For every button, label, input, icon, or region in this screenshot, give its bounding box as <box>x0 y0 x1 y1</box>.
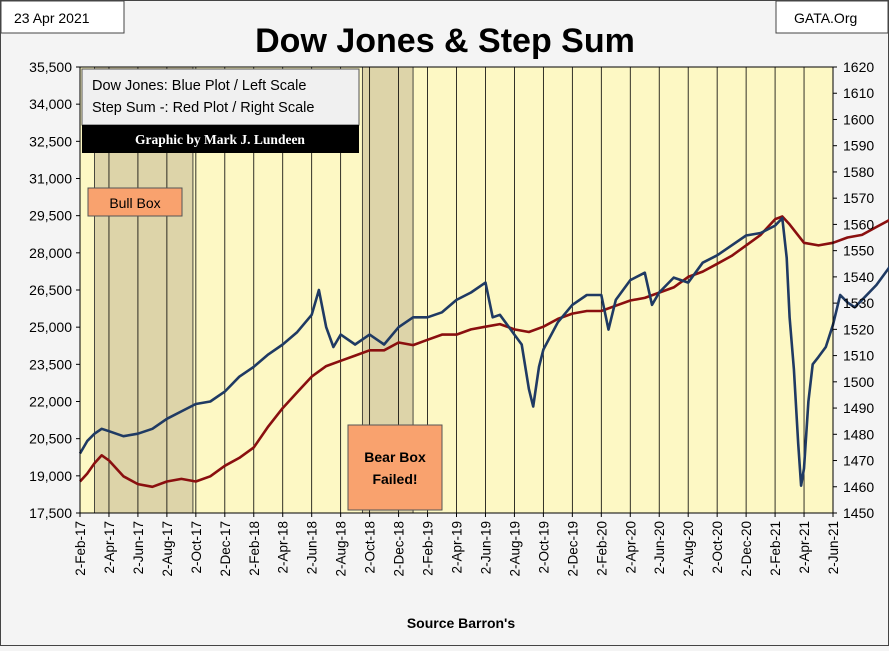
right-tick-label: 1490 <box>843 400 874 416</box>
right-tick-label: 1560 <box>843 216 874 232</box>
x-tick-label: 2-Apr-18 <box>276 521 291 574</box>
right-tick-label: 1520 <box>843 321 874 337</box>
left-tick-label: 31,000 <box>29 171 72 187</box>
x-tick-label: 2-Feb-21 <box>768 521 783 576</box>
right-tick-label: 1600 <box>843 111 874 127</box>
date-label: 23 Apr 2021 <box>14 10 90 26</box>
x-tick-label: 2-Aug-18 <box>334 521 349 577</box>
date-box <box>0 0 125 34</box>
x-tick-label: 2-Feb-18 <box>247 521 262 576</box>
x-axis: 2-Feb-17 2-Apr-17 2-Jun-17 2-Aug-17 2-Oct-17… <box>73 513 841 577</box>
right-axis: 1450 1460 1470 1480 1490 1500 1510 1520 1530 1540… <box>833 59 874 521</box>
x-tick-label: 2-Dec-20 <box>739 521 754 577</box>
x-tick-label: 2-Dec-18 <box>392 521 407 577</box>
x-tick-label: 2-Aug-20 <box>681 521 696 577</box>
x-tick-label: 2-Jun-18 <box>305 521 320 574</box>
right-tick-label: 1620 <box>843 59 874 75</box>
right-tick-label: 1550 <box>843 243 874 259</box>
legend-box <box>81 68 360 126</box>
right-tick-label: 1480 <box>843 426 874 442</box>
bear-box-label-line-1: Bear Box <box>364 449 426 465</box>
left-axis: 17,500 19,000 20,500 22,000 23,500 25,000 26,5… <box>29 59 80 521</box>
x-tick-label: 2-Jun-21 <box>826 521 841 574</box>
footer-source: Source Barron's <box>407 615 516 631</box>
left-tick-label: 32,500 <box>29 133 72 149</box>
x-tick-label: 2-Aug-19 <box>507 521 522 577</box>
x-tick-label: 2-Oct-19 <box>536 521 551 574</box>
x-tick-label: 2-Oct-20 <box>710 521 725 574</box>
left-tick-label: 28,000 <box>29 245 72 261</box>
x-tick-label: 2-Feb-19 <box>421 521 436 576</box>
source-site-box <box>775 0 889 34</box>
left-tick-label: 34,000 <box>29 96 72 112</box>
bear-box-label-box <box>347 424 443 511</box>
right-tick-label: 1500 <box>843 374 874 390</box>
right-tick-label: 1510 <box>843 348 874 364</box>
x-tick-label: 2-Feb-20 <box>594 521 609 576</box>
right-tick-label: 1570 <box>843 190 874 206</box>
x-tick-label: 2-Jun-20 <box>652 521 667 574</box>
left-tick-label: 29,500 <box>29 208 72 224</box>
left-tick-label: 26,500 <box>29 282 72 298</box>
right-tick-label: 1460 <box>843 479 874 495</box>
left-tick-label: 25,000 <box>29 319 72 335</box>
right-tick-label: 1580 <box>843 164 874 180</box>
bull-box-label: Bull Box <box>109 195 160 211</box>
x-tick-label: 2-Aug-17 <box>160 521 175 577</box>
x-tick-label: 2-Apr-20 <box>623 521 638 574</box>
right-tick-label: 1590 <box>843 138 874 154</box>
credit-box <box>82 125 359 153</box>
left-tick-label: 20,500 <box>29 431 72 447</box>
bear-box-label-line-2: Failed! <box>372 471 417 487</box>
left-tick-label: 23,500 <box>29 356 72 372</box>
credit-label: Graphic by Mark J. Lundeen <box>135 132 305 147</box>
right-tick-label: 1610 <box>843 85 874 101</box>
left-tick-label: 17,500 <box>29 505 72 521</box>
right-tick-label: 1540 <box>843 269 874 285</box>
x-tick-label: 2-Dec-17 <box>218 521 233 577</box>
x-tick-label: 2-Jun-19 <box>478 521 493 574</box>
series-layer <box>78 215 889 489</box>
x-tick-label: 2-Dec-19 <box>565 521 580 577</box>
x-tick-label: 2-Oct-18 <box>363 521 378 574</box>
left-tick-label: 22,000 <box>29 394 72 410</box>
right-tick-label: 1470 <box>843 453 874 469</box>
left-tick-label: 35,500 <box>29 59 72 75</box>
chart-title: Dow Jones & Step Sum <box>255 22 635 60</box>
source-site-label: GATA.Org <box>794 10 857 26</box>
x-tick-label: 2-Jun-17 <box>131 521 146 574</box>
dow-jones-line <box>78 216 889 487</box>
x-tick-label: 2-Feb-17 <box>73 521 88 576</box>
bull-box-label-box <box>87 187 183 217</box>
x-tick-label: 2-Apr-21 <box>797 521 812 574</box>
step-sum-line <box>79 215 889 489</box>
x-tick-label: 2-Apr-17 <box>102 521 117 574</box>
legend-line-1: Dow Jones: Blue Plot / Left Scale <box>92 78 306 94</box>
left-tick-label: 19,000 <box>29 468 72 484</box>
x-tick-label: 2-Apr-19 <box>450 521 465 574</box>
right-tick-label: 1530 <box>843 295 874 311</box>
x-tick-label: 2-Oct-17 <box>189 521 204 574</box>
right-tick-label: 1450 <box>843 505 874 521</box>
legend-line-2: Step Sum -: Red Plot / Right Scale <box>92 100 314 116</box>
